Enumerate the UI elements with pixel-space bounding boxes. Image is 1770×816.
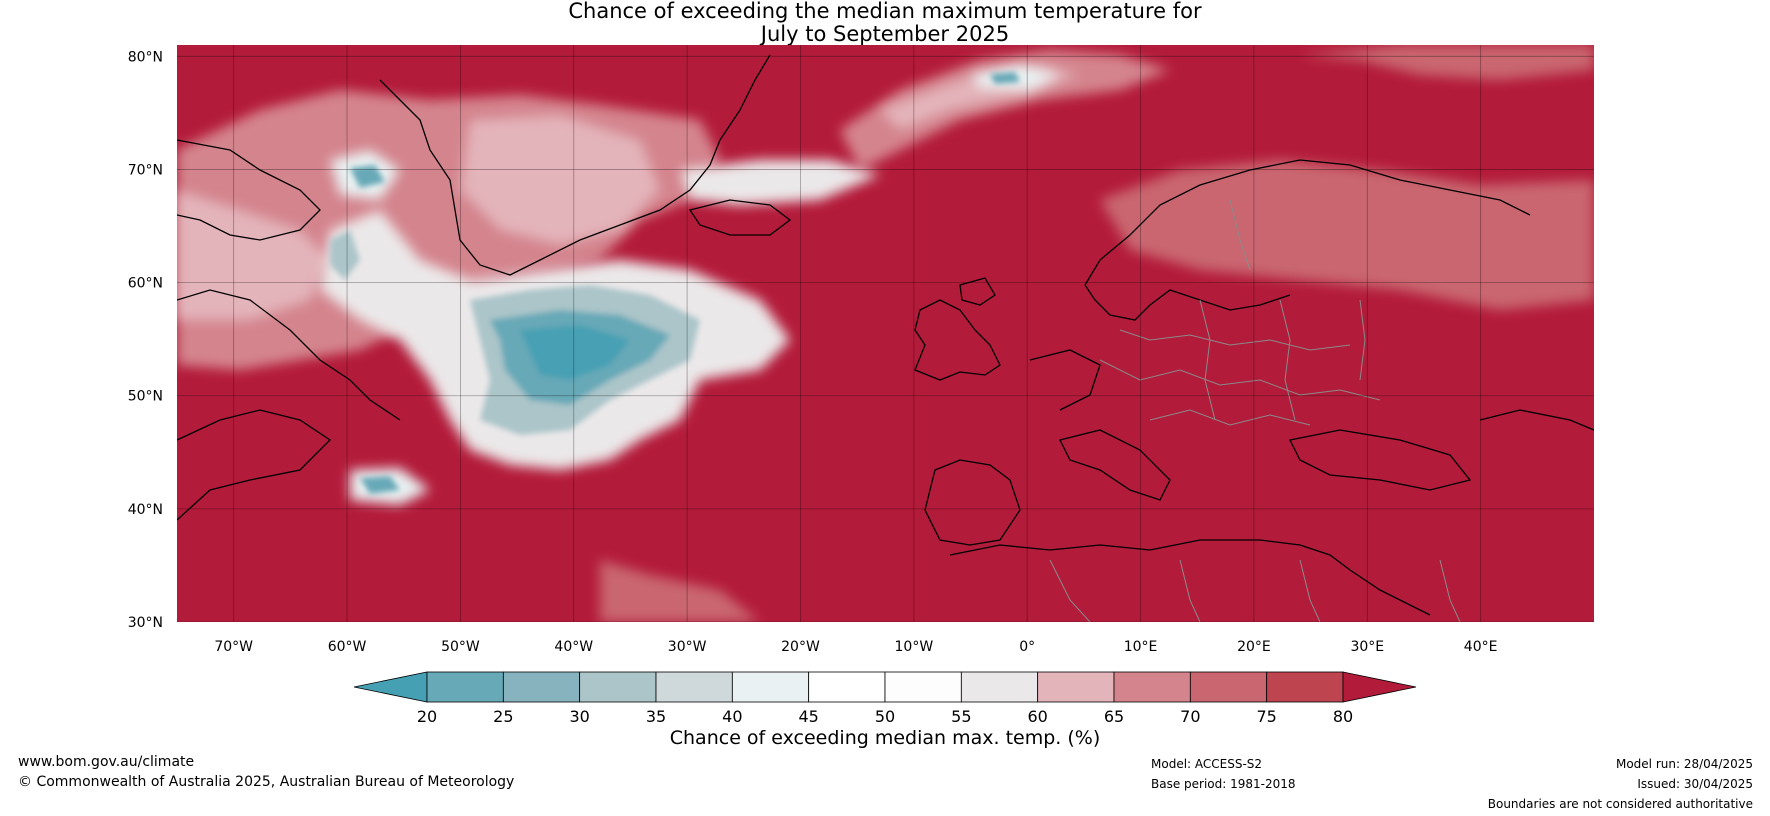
latitude-label: 80°N (128, 49, 163, 65)
colorbar-tick-label: 30 (569, 707, 589, 726)
colorbar-tick-label: 65 (1104, 707, 1124, 726)
longitude-label: 10°E (1124, 639, 1158, 655)
colorbar-bin (808, 671, 886, 703)
colorbar-under-arrow (353, 671, 428, 703)
latitude-labels: 80°N 70°N 60°N 50°N 40°N 30°N (128, 49, 163, 631)
colorbar-tick-labels: 20 25 30 35 40 45 50 55 60 65 70 75 80 (417, 707, 1353, 726)
boundaries-disclaimer: Boundaries are not considered authoritat… (1487, 797, 1753, 811)
colorbar-over-arrow (1342, 671, 1417, 703)
copyright-notice: © Commonwealth of Australia 2025, Austra… (18, 774, 515, 790)
coastlines (177, 54, 1594, 616)
colorbar-tick-label: 50 (875, 707, 895, 726)
colorbar-bin (884, 671, 962, 703)
graticule (177, 45, 1594, 622)
colorbar-tick-label: 25 (493, 707, 513, 726)
colorbar-tick-label: 75 (1256, 707, 1276, 726)
colorbar-bin (655, 671, 733, 703)
colorbar-bin (1113, 671, 1191, 703)
website-link[interactable]: www.bom.gov.au/climate (18, 754, 195, 770)
colorbar-bin (502, 671, 581, 703)
latitude-label: 40°N (128, 502, 163, 518)
longitude-label: 40°E (1464, 639, 1498, 655)
map-subtitle: July to September 2025 (760, 22, 1010, 46)
issued-date: Issued: 30/04/2025 (1637, 777, 1753, 791)
colorbar-tick-label: 35 (646, 707, 666, 726)
longitude-label: 30°W (668, 639, 707, 655)
light-chance-zones (177, 65, 1080, 320)
colorbar (353, 671, 1417, 703)
colorbar-tick-label: 45 (798, 707, 818, 726)
longitude-label: 70°W (214, 639, 253, 655)
colorbar-bin (1189, 671, 1268, 703)
colorbar-bin (1266, 671, 1344, 703)
map-field (177, 45, 1594, 622)
colorbar-bin (426, 671, 504, 703)
colorbar-tick-label: 40 (722, 707, 742, 726)
longitude-label: 20°W (781, 639, 820, 655)
country-borders (1049, 199, 1461, 622)
model-name: Model: ACCESS-S2 (1151, 757, 1263, 771)
longitude-label: 10°W (895, 639, 934, 655)
colorbar-bin (960, 671, 1039, 703)
colorbar-tick-label: 80 (1333, 707, 1353, 726)
longitude-labels: 70°W 60°W 50°W 40°W 30°W 20°W 10°W 0° 10°E 20°E 30… (214, 639, 1497, 655)
model-run-date: Model run: 28/04/2025 (1615, 757, 1753, 771)
longitude-label: 0° (1019, 639, 1035, 655)
colorbar-tick-label: 70 (1180, 707, 1200, 726)
below-median-zones (330, 72, 1020, 494)
colorbar-bin (579, 671, 657, 703)
longitude-label: 30°E (1350, 639, 1384, 655)
latitude-label: 30°N (128, 615, 163, 631)
colorbar-tick-label: 20 (417, 707, 437, 726)
latitude-label: 60°N (128, 276, 163, 292)
longitude-label: 40°W (554, 639, 593, 655)
colorbar-bin (1037, 671, 1115, 703)
colorbar-tick-label: 60 (1027, 707, 1047, 726)
colorbar-bin (731, 671, 810, 703)
longitude-label: 20°E (1237, 639, 1271, 655)
longitude-label: 60°W (328, 639, 367, 655)
colorbar-title: Chance of exceeding median max. temp. (%… (669, 727, 1101, 749)
longitude-label: 50°W (441, 639, 480, 655)
map-title: Chance of exceeding the median maximum t… (568, 0, 1202, 23)
latitude-label: 70°N (128, 162, 163, 178)
colorbar-tick-label: 55 (951, 707, 971, 726)
latitude-label: 50°N (128, 389, 163, 405)
base-period: Base period: 1981-2018 (1151, 777, 1296, 791)
